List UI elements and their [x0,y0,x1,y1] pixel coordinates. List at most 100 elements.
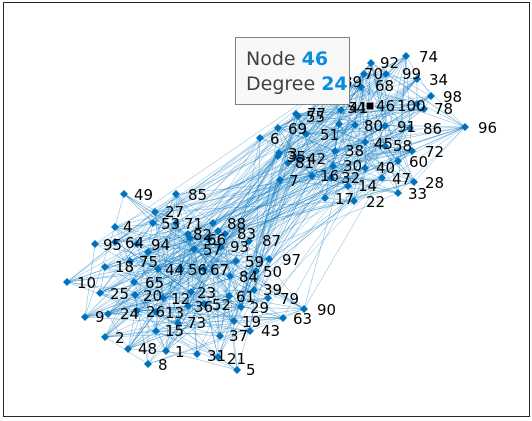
graph-node-45[interactable] [361,138,369,146]
graph-node-58[interactable] [381,142,389,150]
graph-node-88[interactable] [209,219,217,227]
graph-node-42[interactable] [294,154,302,162]
graph-node-17[interactable] [321,194,329,202]
graph-node-69[interactable] [274,124,282,132]
graph-node-48[interactable] [124,345,132,353]
graph-node-39[interactable] [250,286,258,294]
graph-plot[interactable]: 1234567891012131415161718192021222324252… [4,3,531,418]
graph-node-35[interactable] [274,152,282,160]
graph-node-22[interactable] [350,197,358,205]
graph-node-2[interactable] [101,333,109,341]
graph-node-81[interactable] [284,159,292,167]
graph-node-49[interactable] [120,190,128,198]
graph-node-30[interactable] [329,162,337,170]
graph-node-90[interactable] [300,305,308,313]
graph-node-32[interactable] [327,174,335,182]
graph-node-59[interactable] [232,257,240,265]
graph-node-80[interactable] [351,121,359,129]
graph-node-60[interactable] [394,157,402,165]
graph-node-15[interactable] [152,327,160,335]
graph-node-5[interactable] [233,366,241,374]
graph-node-21[interactable] [214,353,222,361]
graph-node-91[interactable] [381,122,389,130]
graph-node-51[interactable] [302,130,310,138]
graph-node-14[interactable] [344,182,352,190]
graph-node-23[interactable] [187,288,195,296]
graph-node-47[interactable] [378,174,386,182]
graph-node-68[interactable] [357,83,365,91]
graph-node-57[interactable] [190,245,198,253]
graph-node-7[interactable] [276,176,284,184]
graph-node-16[interactable] [308,172,316,180]
graph-node-96[interactable] [461,123,469,131]
graph-node-97[interactable] [265,255,273,263]
graph-node-83[interactable] [221,230,229,238]
graph-node-37[interactable] [216,332,224,340]
graph-node-93[interactable] [217,243,225,251]
graph-node-99[interactable] [382,70,390,78]
graph-node-63[interactable] [279,314,287,322]
graph-node-8[interactable] [144,360,152,368]
graph-nodes[interactable] [63,52,469,374]
graph-node-86[interactable] [406,124,414,132]
graph-node-28[interactable] [410,178,418,186]
graph-node-71[interactable] [172,219,180,227]
graph-node-26[interactable] [133,307,141,315]
graph-node-61[interactable] [225,292,233,300]
graph-node-50[interactable] [252,267,260,275]
graph-node-36[interactable] [184,302,192,310]
graph-node-64[interactable] [111,238,119,246]
graph-node-56[interactable] [177,265,185,273]
selected-node-46[interactable] [365,101,375,111]
graph-node-92[interactable] [367,59,375,67]
graph-node-77[interactable] [292,110,300,118]
graph-edge [297,115,332,179]
graph-node-78[interactable] [420,105,428,113]
graph-node-27[interactable] [151,208,159,216]
graph-node-29[interactable] [237,303,245,311]
graph-node-33[interactable] [394,189,402,197]
graph-node-82[interactable] [184,230,192,238]
graph-node-19[interactable] [230,317,238,325]
graph-node-38[interactable] [331,147,339,155]
graph-node-73[interactable] [174,319,182,327]
graph-node-75[interactable] [126,257,134,265]
graph-node-67[interactable] [200,265,208,273]
graph-node-25[interactable] [96,289,104,297]
graph-node-72[interactable] [408,147,416,155]
graph-node-9[interactable] [81,313,89,321]
graph-node-70[interactable] [360,70,368,78]
graph-node-41[interactable] [335,120,343,128]
graph-node-34[interactable] [413,75,421,83]
graph-node-66[interactable] [205,235,213,243]
graph-node-98[interactable] [427,92,435,100]
graph-node-10[interactable] [63,278,71,286]
graph-node-20[interactable] [131,291,139,299]
graph-node-79[interactable] [264,294,272,302]
graph-node-13[interactable] [152,308,160,316]
graph-node-74[interactable] [402,52,410,60]
graph-node-11[interactable] [144,248,152,256]
graph-node-65[interactable] [130,278,138,286]
graph-node-95[interactable] [91,240,99,248]
graph-node-54[interactable] [337,106,345,114]
graph-node-53[interactable] [149,219,157,227]
graph-node-94[interactable] [133,240,141,248]
graph-node-43[interactable] [246,327,254,335]
graph-node-24[interactable] [104,310,112,318]
graph-node-1[interactable] [162,347,170,355]
graph-node-85[interactable] [172,190,180,198]
graph-node-40[interactable] [361,164,369,172]
graph-node-6[interactable] [256,134,264,142]
graph-node-100[interactable] [413,100,421,108]
graph-node-12[interactable] [159,294,167,302]
graph-node-84[interactable] [226,272,234,280]
graph-node-52[interactable] [200,300,208,308]
graph-node-76[interactable] [214,227,222,235]
graph-node-87[interactable] [245,237,253,245]
graph-plot-area[interactable]: 1 2 3 4 5 6 7 8 9 10 12 13 14 15 16 17 18 19 20 21 22 23 24 25 2… [3,2,530,417]
graph-node-44[interactable] [154,265,162,273]
graph-node-4[interactable] [111,223,119,231]
graph-node-31[interactable] [193,350,201,358]
graph-node-18[interactable] [101,263,109,271]
